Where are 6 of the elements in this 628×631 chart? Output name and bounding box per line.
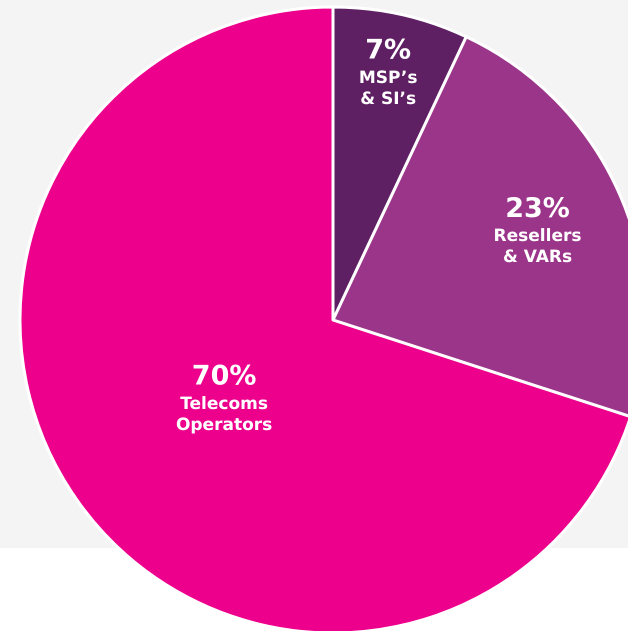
slice-label: Telecoms Operators (176, 394, 272, 435)
slice-label: Resellers & VARs (494, 226, 582, 268)
data-label: 23% (505, 192, 570, 224)
data-label: 7% (365, 34, 412, 66)
slice-label: MSP’s & SI’s (358, 68, 418, 109)
data-label: 70% (192, 360, 256, 392)
